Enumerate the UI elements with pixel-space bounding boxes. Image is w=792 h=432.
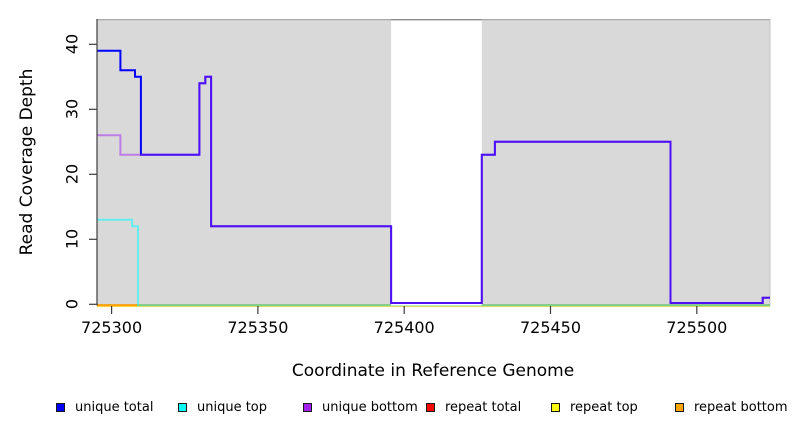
y-tick-label: 20 (62, 164, 82, 185)
legend-item-unique-total: unique total (56, 399, 153, 415)
legend-label: repeat total (445, 399, 522, 415)
unique-bottom-swatch-icon (303, 402, 312, 412)
series-line-unique-bottom (97, 75, 770, 304)
legend-item-repeat-bottom: repeat bottom (675, 399, 788, 415)
x-tick-label: 725450 (519, 318, 582, 337)
x-tick-label: 725350 (227, 318, 289, 337)
y-tick-label: 40 (62, 34, 82, 55)
legend-label: unique top (197, 399, 268, 415)
series-line-unique-top (97, 218, 770, 307)
legend-item-unique-bottom: unique bottom (303, 399, 418, 415)
legend-label: repeat top (570, 399, 638, 415)
y-axis-title: Read Coverage Depth (17, 68, 37, 256)
legend-label: unique bottom (322, 399, 418, 415)
x-tick-label: 725300 (81, 318, 143, 337)
unique-total-swatch-icon (56, 402, 65, 412)
legend-label: unique total (75, 399, 154, 415)
y-tick-label: 0 (62, 299, 82, 310)
legend-label: repeat bottom (694, 399, 788, 415)
x-tick-label: 725500 (666, 318, 728, 337)
x-axis-title: Coordinate in Reference Genome (291, 361, 575, 381)
y-tick-label: 10 (62, 229, 82, 250)
legend-item-repeat-top: repeat top (551, 399, 638, 415)
unique-top-swatch-icon (178, 402, 187, 412)
repeat-top-swatch-icon (551, 402, 560, 412)
repeat-bottom-swatch-icon (675, 402, 684, 412)
legend-item-unique-top: unique top (178, 399, 267, 415)
legend-item-repeat-total: repeat total (426, 399, 521, 415)
no-coverage-gap (391, 19, 482, 306)
x-tick-label: 725400 (373, 318, 435, 337)
repeat-total-swatch-icon (426, 402, 435, 412)
y-tick-label: 30 (62, 99, 82, 120)
